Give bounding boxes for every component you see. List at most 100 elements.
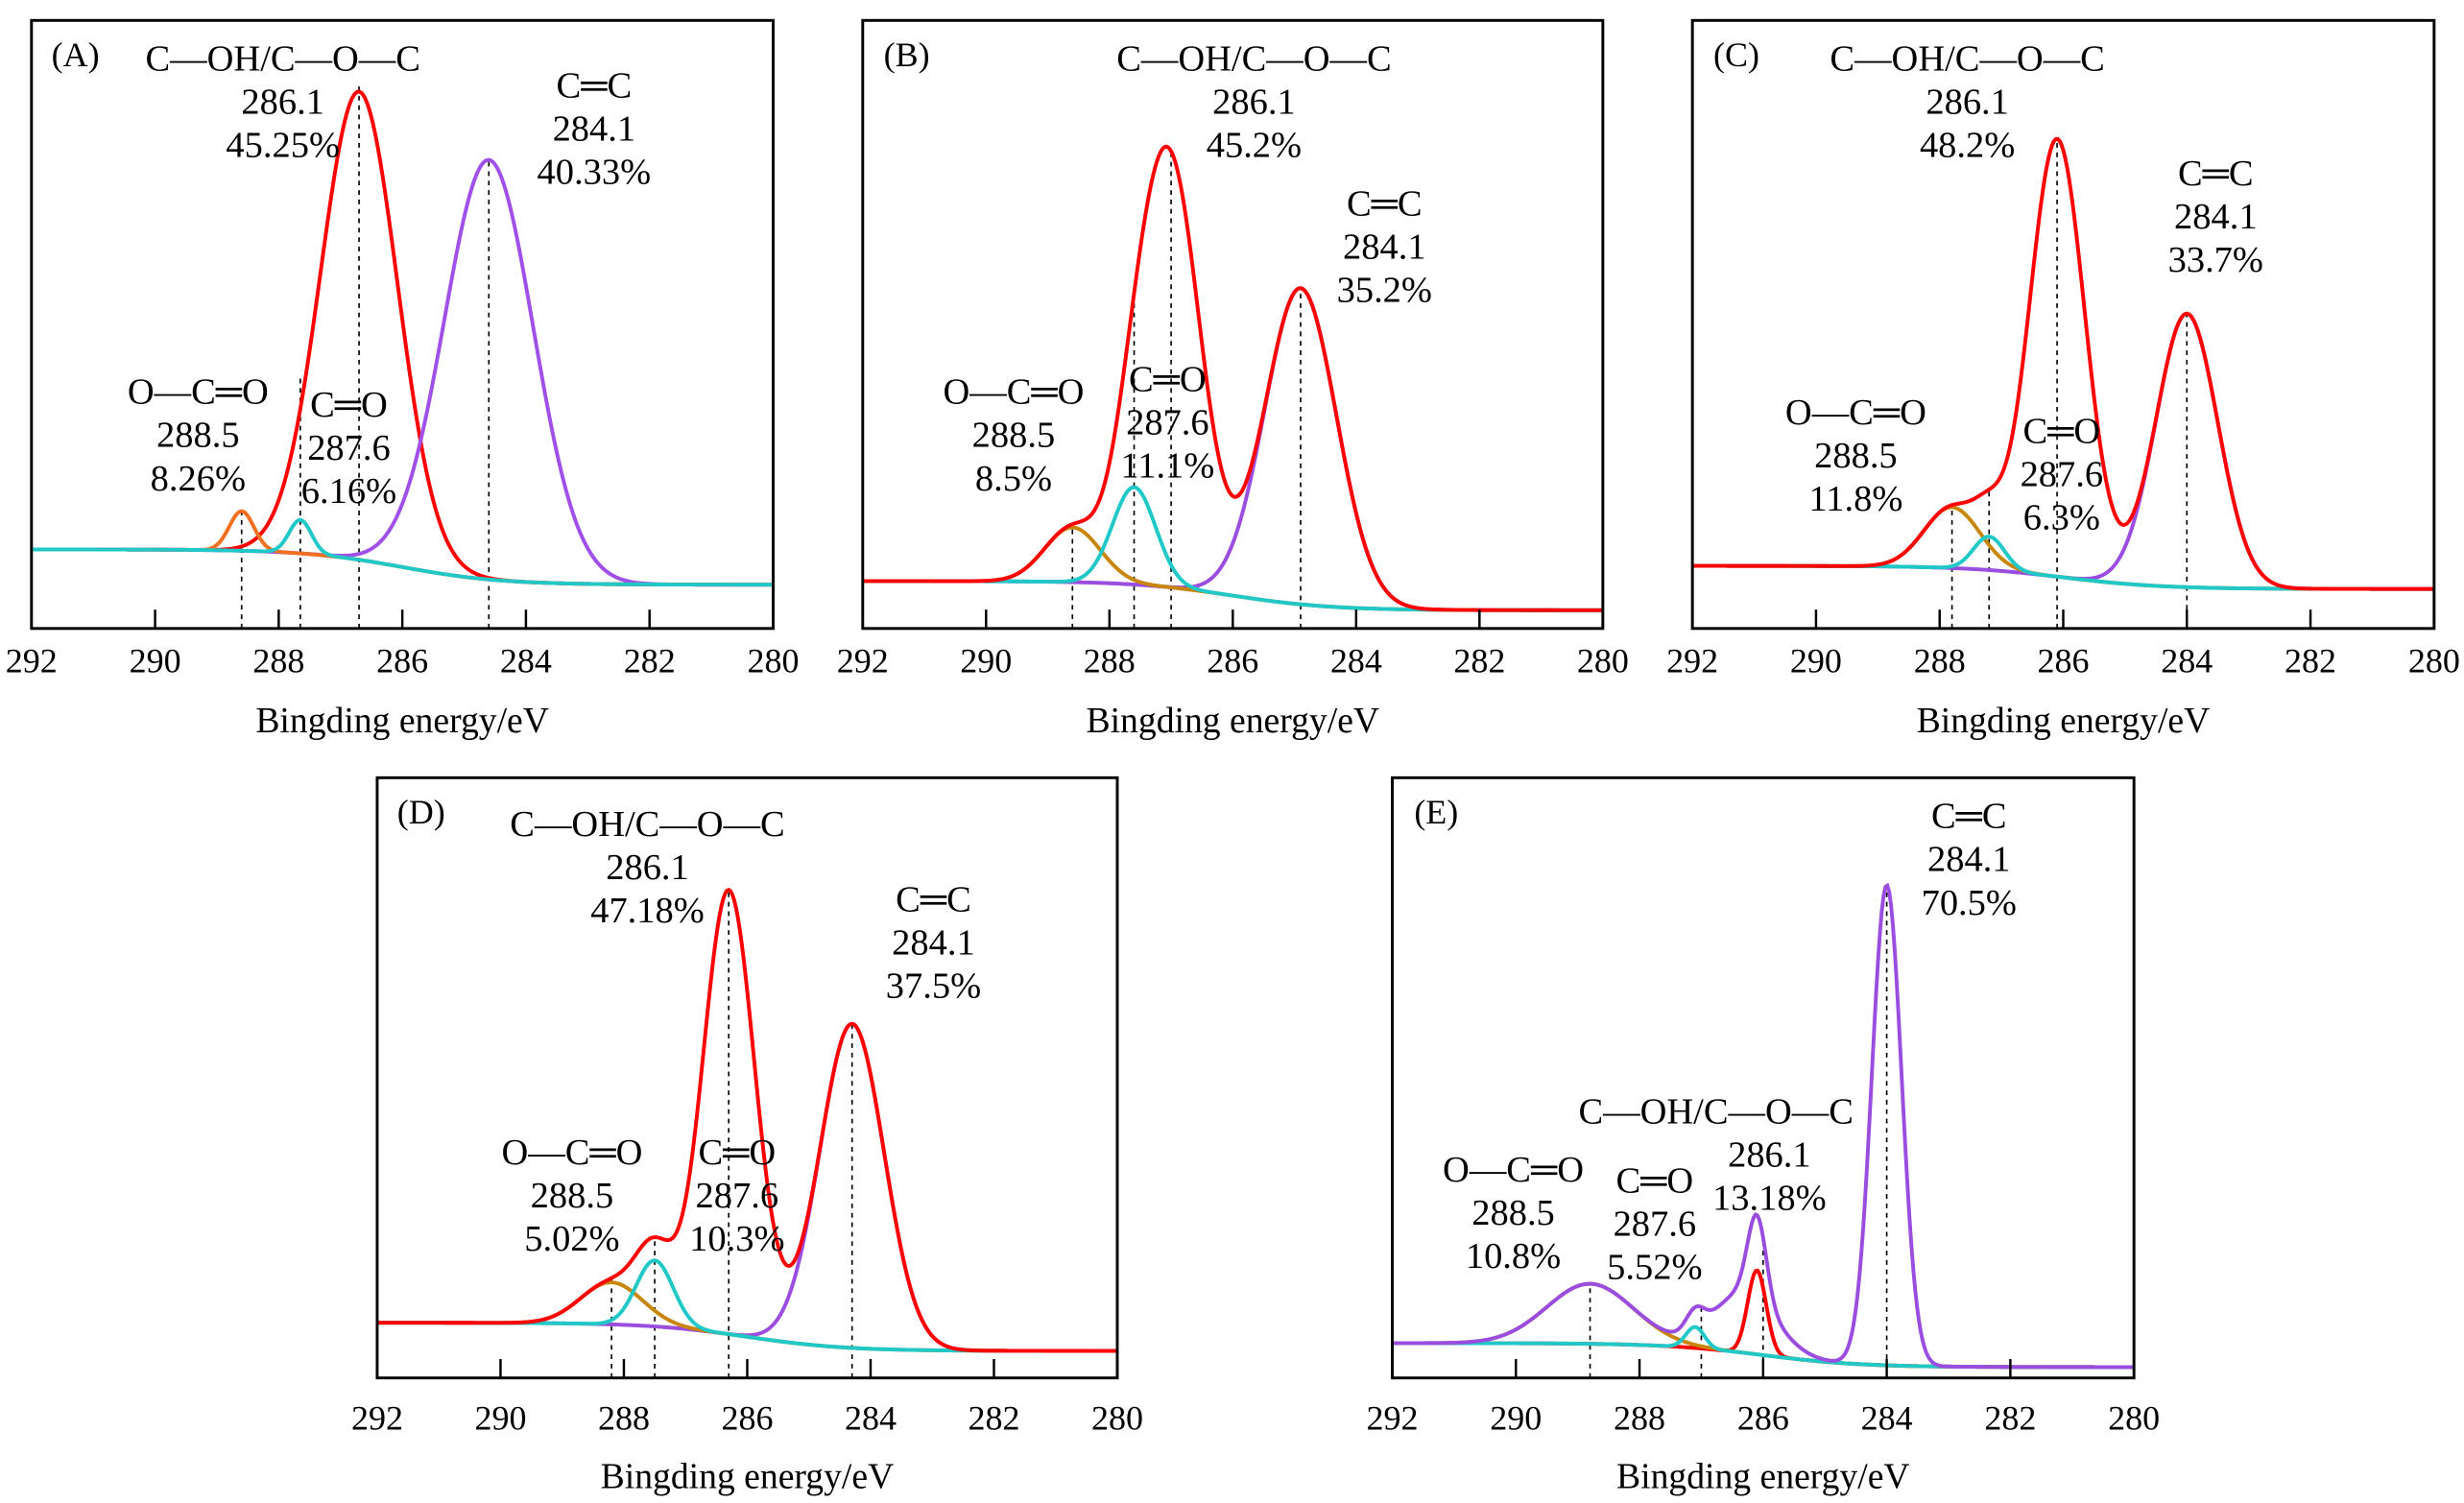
annotation-bond: C—OH/C—O—C [510,804,784,845]
annotation-bond: C═O [1616,1161,1694,1202]
x-tick-label: 290 [130,642,181,680]
plot-area [31,85,774,629]
x-tick-label: 280 [747,642,799,680]
x-tick-label: 282 [624,642,676,680]
annotation-percent: 5.02% [524,1219,619,1259]
panel-label: (D) [397,793,445,831]
x-axis-title: Bingding energy/eV [601,1456,895,1496]
annotation-percent: 37.5% [886,966,981,1007]
x-tick-label: 286 [2037,642,2089,680]
annotation-energy: 284.1 [2174,197,2258,237]
annotation-bond: C—OH/C—O—C [146,39,420,80]
annotation-percent: 8.5% [975,459,1052,499]
annotation-percent: 6.3% [2023,498,2100,538]
x-tick-label: 290 [960,642,1012,680]
annotation-energy: 286.1 [241,83,324,123]
annotation-bond: C—OH/C—O—C [1578,1091,1853,1132]
annotation-bond: O—C═O [1785,393,1926,433]
panel-label: (B) [884,36,930,74]
x-tick-label: 284 [500,642,552,680]
annotation-bond: C═C [2178,154,2254,194]
x-tick-label: 282 [1453,642,1505,680]
annotation-percent: 10.3% [689,1219,784,1259]
x-axis-title: Bingding energy/eV [1616,1456,1910,1496]
envelope-line [376,887,1117,1353]
x-tick-label: 292 [1666,642,1718,680]
plot-area [376,887,1117,1378]
x-tick-label: 284 [1861,1399,1913,1438]
x-axis-title: Bingding energy/eV [1087,701,1380,741]
annotation-bond: C═O [1129,360,1207,400]
x-tick-label: 292 [837,642,889,680]
x-axis-title: Bingding energy/eV [1917,701,2211,741]
annotation-energy: 287.6 [2021,455,2104,495]
x-tick-label: 286 [1737,1399,1789,1438]
component-peak-287.5 [376,1258,1117,1353]
x-tick-label: 288 [1614,1399,1665,1438]
annotation-percent: 70.5% [1922,883,2017,923]
annotation-percent: 11.8% [1808,479,1902,519]
annotation-percent: 5.52% [1607,1248,1702,1288]
annotation-percent: 48.2% [1920,126,2015,166]
annotation-bond: C═C [896,879,971,919]
annotation-energy: 288.5 [1814,436,1898,476]
x-tick-label: 290 [1790,642,1842,680]
panel-label: (E) [1414,793,1458,831]
annotation-bond: O—C═O [943,372,1084,413]
annotation-percent: 8.26% [151,459,246,499]
annotation-energy: 288.5 [531,1176,614,1216]
annotation-energy: 288.5 [156,416,240,456]
component-peak-287.2 [1692,535,2434,591]
x-axis-title: Bingding energy/eV [255,701,549,741]
x-tick-label: 292 [6,642,58,680]
x-tick-label: 282 [968,1399,1019,1438]
annotation-energy: 286.1 [1728,1135,1811,1176]
x-tick-label: 280 [2108,1399,2160,1438]
x-tick-label: 280 [1577,642,1629,680]
annotation-percent: 6.16% [301,471,396,512]
x-tick-label: 286 [721,1399,773,1438]
x-tick-label: 292 [1366,1399,1418,1438]
x-tick-label: 284 [1330,642,1382,680]
annotation-percent: 13.18% [1712,1179,1827,1219]
annotation-bond: C═O [310,385,388,425]
annotation-energy: 286.1 [606,847,689,888]
annotation-percent: 11.1% [1120,446,1214,487]
annotation-bond: C═C [1347,183,1423,224]
annotation-percent: 45.2% [1207,126,1302,166]
annotation-percent: 45.25% [226,126,340,166]
annotation-percent: 33.7% [2168,240,2263,280]
annotation-bond: C═O [698,1133,776,1173]
annotation-energy: 287.6 [307,428,391,468]
annotation-bond: O—C═O [1443,1150,1584,1190]
annotation-energy: 288.5 [972,416,1056,456]
x-tick-label: 280 [2408,642,2460,680]
annotation-percent: 47.18% [590,891,705,931]
annotation-bond: O—C═O [501,1133,642,1173]
plot-area [1692,136,2434,629]
annotation-energy: 284.1 [892,923,975,964]
chart-panel-e: 292 290 288 286 284 282 280 Bingding energy/eV (… [1366,775,2160,1496]
x-tick-label: 280 [1091,1399,1143,1438]
annotation-energy: 287.6 [696,1176,779,1216]
chart-panel-a: 292 290 288 286 284 282 280 Bingding energy/eV (… [6,18,799,741]
x-tick-label: 288 [1084,642,1136,680]
annotation-bond: C—OH/C—O—C [1830,39,2104,80]
component-peak-287.6 [862,485,1603,612]
x-tick-label: 282 [1984,1399,2036,1438]
